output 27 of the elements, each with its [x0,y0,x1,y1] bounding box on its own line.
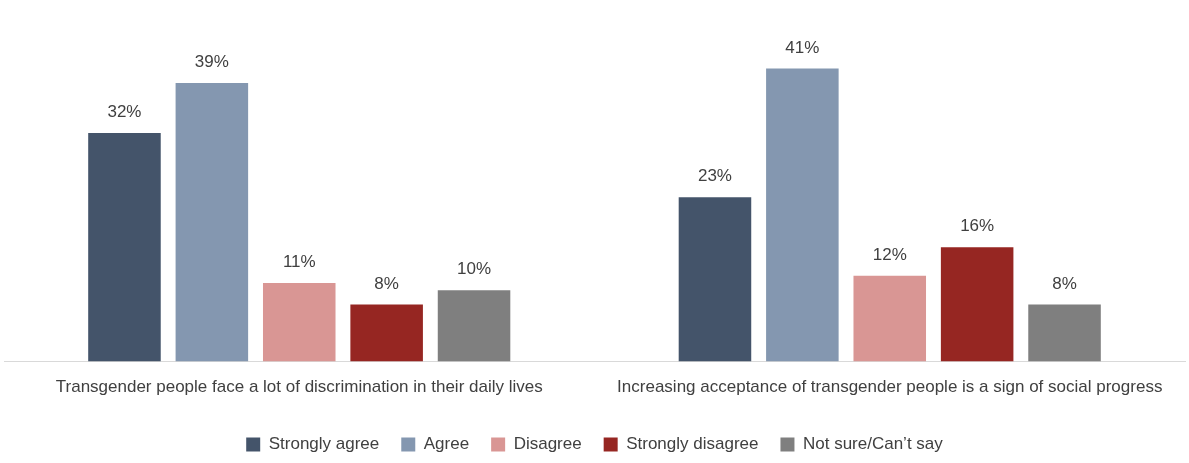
legend-label: Not sure/Can’t say [802,434,944,454]
bar [940,247,1014,362]
data-label: 23% [697,166,732,186]
bar [88,132,161,362]
data-label: 10% [457,259,492,279]
data-label: 41% [785,37,820,57]
x-tick-label: Transgender people face a lot of discrimination in their daily lives [55,377,543,397]
data-label: 12% [872,245,907,265]
x-tick-label: Increasing acceptance of transgender people is a sign of social progress [617,377,1163,397]
bar [678,197,752,362]
bar [350,304,423,362]
bar [262,282,336,362]
legend-label: Disagree [513,434,582,454]
data-label: 8% [1052,273,1077,293]
bar [175,82,249,362]
data-label: 16% [960,216,995,236]
legend-label: Agree [423,434,470,454]
bar [437,290,511,362]
data-label: 11% [282,252,316,272]
legend-label: Strongly disagree [626,434,759,454]
data-label: 32% [107,102,142,122]
bar [766,68,839,362]
legend-label: Strongly agree [268,434,380,454]
data-label: 39% [194,52,229,72]
data-label: 8% [374,273,399,293]
bar [1028,304,1101,362]
bar [853,275,927,362]
